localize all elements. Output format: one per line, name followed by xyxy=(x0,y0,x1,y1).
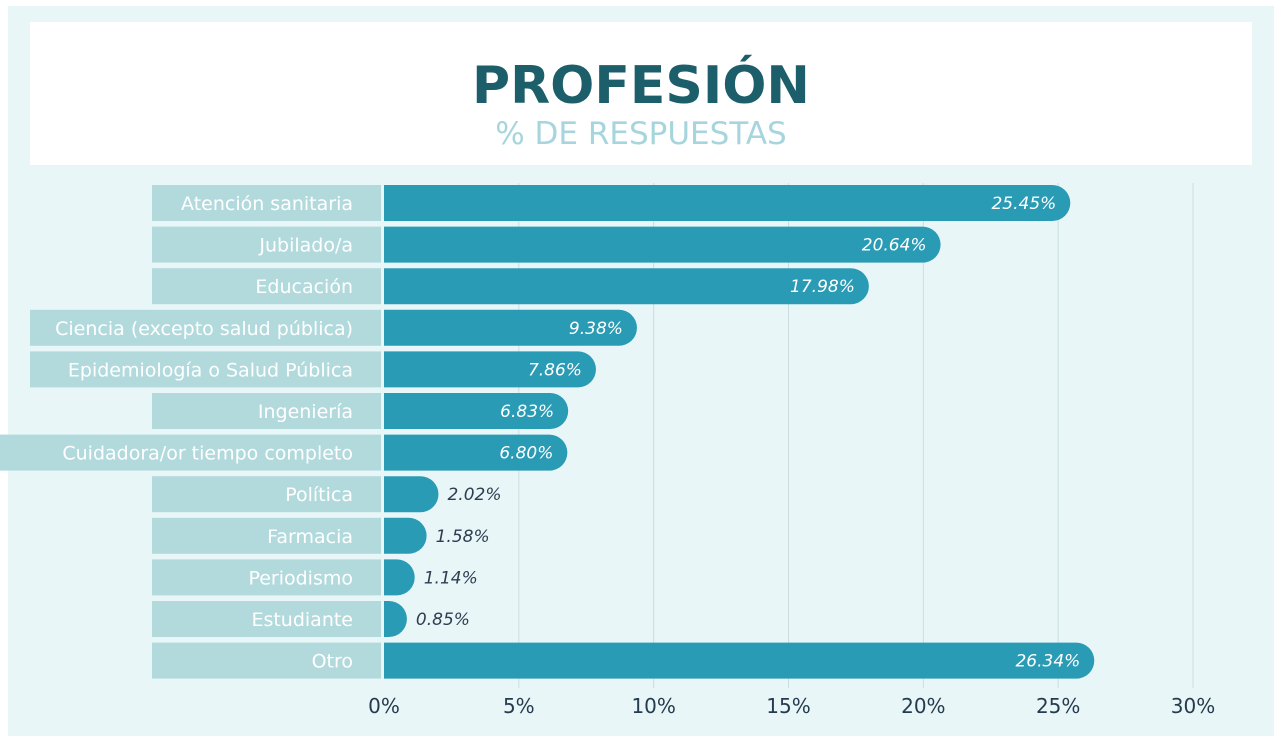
data-label: 17.98% xyxy=(790,277,855,297)
category-label: Farmacia xyxy=(267,526,353,548)
bar xyxy=(384,559,415,596)
data-label: 1.14% xyxy=(424,568,478,588)
category-label-box xyxy=(152,185,381,221)
bar xyxy=(384,434,568,471)
bars: 25.45% 20.64% 17.98% 9.38% 7.86% 6.83% 6.80% 2.… xyxy=(384,185,1095,679)
category-label: Política xyxy=(285,484,353,506)
category-label: Estudiante xyxy=(251,609,353,631)
data-label: 20.64% xyxy=(862,236,927,256)
category-label-box xyxy=(152,642,381,679)
data-label: 9.38% xyxy=(569,319,623,339)
data-label: 6.80% xyxy=(499,444,553,464)
data-label: 0.85% xyxy=(416,610,470,630)
category-label: Cuidadora/or tiempo completo xyxy=(62,443,353,465)
category-label-box xyxy=(152,393,381,429)
category-label-box xyxy=(0,434,381,471)
category-label-box xyxy=(152,517,381,554)
chart-title: PROFESIÓN xyxy=(472,56,810,116)
category-label: Epidemiología o Salud Pública xyxy=(68,359,353,381)
x-tick-label: 20% xyxy=(901,694,945,718)
bar xyxy=(384,601,407,637)
x-tick-label: 5% xyxy=(503,694,535,718)
x-tick-label: 10% xyxy=(631,694,675,718)
category-label: Ingeniería xyxy=(258,401,353,423)
category-label: Educación xyxy=(255,276,353,298)
category-label-box xyxy=(152,476,381,513)
chart-subtitle: % DE RESPUESTAS xyxy=(495,116,787,152)
category-label: Otro xyxy=(312,651,353,673)
data-label: 7.86% xyxy=(528,360,582,380)
chart-header: PROFESIÓN % DE RESPUESTAS xyxy=(30,22,1252,165)
category-label-box xyxy=(152,559,381,596)
category-label-box xyxy=(152,226,381,263)
category-label: Atención sanitaria xyxy=(181,193,353,215)
category-label-box xyxy=(30,309,381,346)
bar xyxy=(384,185,1071,221)
bar xyxy=(384,309,637,346)
data-label: 1.58% xyxy=(436,527,490,547)
bar xyxy=(384,476,439,513)
x-tick-label: 30% xyxy=(1171,694,1215,718)
bar xyxy=(384,642,1095,679)
bar xyxy=(384,351,596,388)
bar xyxy=(384,393,569,429)
data-label: 6.83% xyxy=(500,402,554,422)
x-tick-label: 25% xyxy=(1036,694,1080,718)
category-label-box xyxy=(152,601,381,637)
data-label: 26.34% xyxy=(1015,652,1080,672)
x-axis-ticks: 0% 5% 10% 15% 20% 25% 30% xyxy=(368,694,1215,718)
x-tick-label: 15% xyxy=(766,694,810,718)
category-labels: Atención sanitaria Jubilado/a Educación Cie… xyxy=(0,185,381,679)
x-tick-label: 0% xyxy=(368,694,400,718)
category-label: Jubilado/a xyxy=(258,235,353,257)
bar xyxy=(384,226,941,263)
category-label: Periodismo xyxy=(248,567,353,589)
category-label: Ciencia (excepto salud pública) xyxy=(55,318,353,340)
bar xyxy=(384,517,427,554)
category-label-box xyxy=(152,268,381,305)
data-label: 25.45% xyxy=(991,194,1056,214)
data-label: 2.02% xyxy=(447,485,501,505)
bar xyxy=(384,268,869,305)
category-label-box xyxy=(30,351,381,388)
